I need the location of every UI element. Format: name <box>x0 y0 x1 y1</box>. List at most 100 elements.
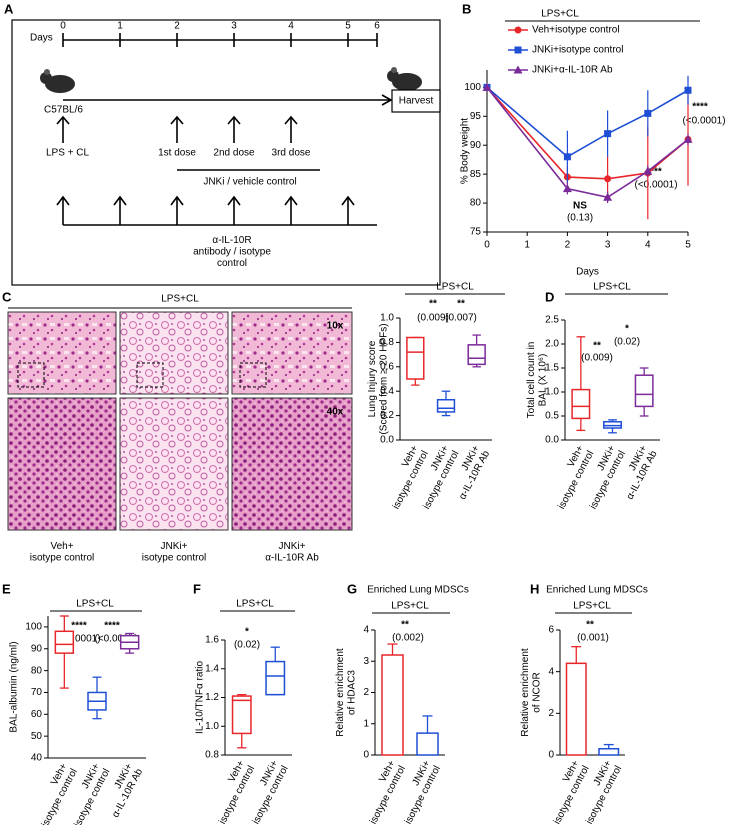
y-tick-label: 40 <box>31 753 43 764</box>
mouse-icon <box>40 67 422 93</box>
y-tick-label: 1.2 <box>205 692 219 703</box>
annotation: ** <box>457 299 465 310</box>
legend-marker <box>514 46 522 54</box>
diagram-frame <box>11 19 441 286</box>
annotation: **** <box>104 621 120 632</box>
point <box>563 153 571 161</box>
annotation: (0.002) <box>392 633 424 644</box>
day-label: 1 <box>117 21 123 32</box>
day-label: 2 <box>174 21 180 32</box>
series-line <box>486 86 689 180</box>
box <box>231 695 252 735</box>
panel-letter: A <box>4 1 14 16</box>
y-tick-label: 0.8 <box>205 750 219 761</box>
point <box>683 134 693 143</box>
x-tick-label: Veh+isotype control <box>546 443 596 511</box>
bar <box>598 748 620 756</box>
box <box>571 388 591 420</box>
y-tick-label: 4 <box>548 666 554 677</box>
day-label: 5 <box>345 21 351 32</box>
annotation: * <box>245 627 249 638</box>
point <box>604 175 612 183</box>
x-tick-label: 3 <box>605 240 611 251</box>
antibody-arrows <box>56 195 355 225</box>
dose-label: 1st dose <box>158 148 196 159</box>
micrograph <box>7 311 117 395</box>
panel-letter: G <box>347 581 357 596</box>
annotation: (0.13) <box>567 213 593 224</box>
day-ticks <box>62 33 378 47</box>
harvest-label: Harvest <box>399 96 434 107</box>
group-header: LPS+CL <box>436 282 474 293</box>
y-tick-label: 1 <box>363 718 369 729</box>
bar <box>565 662 587 756</box>
annotation: **** <box>71 621 87 632</box>
y-tick-label: 100 <box>464 82 481 93</box>
x-tick-label: 2 <box>565 240 571 251</box>
legend-marker <box>513 65 523 74</box>
day-label: 4 <box>288 21 294 32</box>
group-header: LPS+CL <box>76 599 114 610</box>
point <box>562 184 572 193</box>
harvest-box <box>391 89 441 113</box>
y-tick-label: 2 <box>548 708 554 719</box>
box <box>265 660 286 696</box>
annotation: ** <box>586 620 594 631</box>
micrograph <box>119 311 229 395</box>
box <box>467 344 486 366</box>
day-label: 0 <box>60 21 66 32</box>
y-tick-label: 1.4 <box>205 663 219 674</box>
panel-letter: F <box>193 581 201 596</box>
micrograph-caption: Veh+ isotype control <box>30 541 94 564</box>
micrograph <box>119 397 229 531</box>
panel-letter: H <box>530 581 539 596</box>
inset-box <box>136 362 164 388</box>
point <box>644 109 652 117</box>
micrograph <box>7 397 117 531</box>
y-tick-label: 50 <box>31 731 43 742</box>
y-tick-label: 2.5 <box>545 315 559 326</box>
y-tick-label: 90 <box>31 643 43 654</box>
magnification: 10x <box>327 321 344 332</box>
y-axis-label: BAL-albumin (ng/ml) <box>9 641 20 732</box>
micrographs: C LPS+CL 10x 40x Veh+ isotype control JNK… <box>2 289 353 564</box>
inset-box <box>239 362 267 388</box>
group-header: LPS+CL <box>573 601 611 612</box>
y-axis-label: % Body weight <box>460 118 471 184</box>
point <box>643 166 653 175</box>
y-tick-label: 0 <box>363 750 369 761</box>
annotation: (<0.0001) <box>682 116 725 127</box>
magnification: 40x <box>327 407 344 418</box>
panel-a: A Days 0 1 2 3 4 5 6 C57BL/6 Harvest LPS… <box>4 1 441 286</box>
day-label: 6 <box>374 21 380 32</box>
box <box>54 630 75 654</box>
annotation: (0.009) <box>581 353 613 364</box>
panel-letter: E <box>2 581 11 596</box>
dose-arrows <box>56 115 298 143</box>
annotation: ** <box>429 299 437 310</box>
annotation: **** <box>692 102 708 113</box>
y-tick-label: 85 <box>470 169 482 180</box>
y-axis-label: Total cell count inBAL (X 10⁶) <box>526 342 549 419</box>
y-tick-label: 70 <box>31 687 43 698</box>
annotation: (<0.0001) <box>94 634 137 645</box>
legend-label: JNKi+α-IL-10R Ab <box>532 65 613 76</box>
legend-marker <box>514 26 522 34</box>
y-tick-label: 1.0 <box>205 721 219 732</box>
annotation: (<0.0001) <box>634 180 677 191</box>
annotation: * <box>625 324 629 335</box>
annotation: (0.001) <box>577 633 609 644</box>
y-tick-label: 0.0 <box>380 435 394 446</box>
x-tick-label: Veh+isotype control <box>357 758 407 825</box>
y-tick-label: 95 <box>470 111 482 122</box>
annotation: **** <box>646 167 662 178</box>
group-header: LPS+CL <box>593 282 631 293</box>
x-tick-label: 1 <box>524 240 530 251</box>
y-tick-label: 1.0 <box>545 387 559 398</box>
point <box>603 192 613 201</box>
y-tick-label: 0.0 <box>545 435 559 446</box>
legend-label: Veh+isotype control <box>532 25 620 36</box>
y-tick-label: 6 <box>548 625 554 636</box>
y-tick-label: 1.5 <box>545 363 559 374</box>
y-tick-label: 0.2 <box>380 410 394 421</box>
